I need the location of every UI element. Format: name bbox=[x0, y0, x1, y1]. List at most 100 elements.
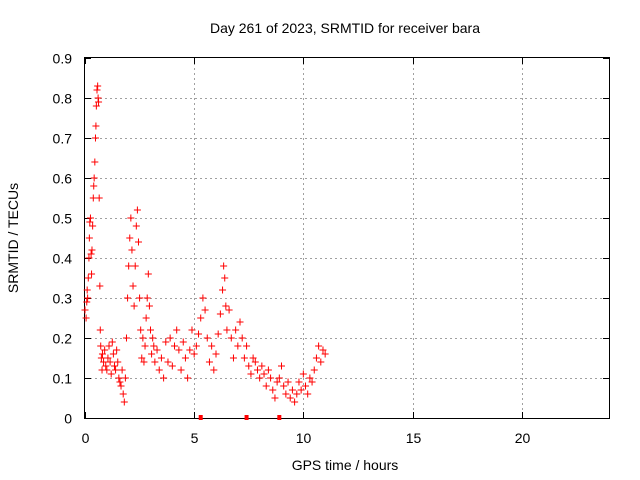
data-point bbox=[317, 358, 325, 366]
data-point bbox=[240, 354, 248, 362]
data-point bbox=[84, 274, 92, 282]
data-point bbox=[147, 326, 154, 334]
data-point bbox=[210, 366, 218, 374]
data-point bbox=[229, 354, 237, 362]
y-tick-label: 0.8 bbox=[53, 91, 73, 107]
data-point bbox=[94, 82, 102, 90]
x-tick-label: 5 bbox=[191, 430, 199, 446]
data-point bbox=[89, 222, 97, 230]
y-tick-label: 0.2 bbox=[53, 331, 73, 347]
data-point bbox=[93, 86, 101, 94]
data-point bbox=[95, 194, 103, 202]
data-point bbox=[102, 362, 110, 370]
data-point bbox=[108, 338, 116, 346]
data-point bbox=[130, 302, 138, 310]
data-point bbox=[190, 350, 198, 358]
data-point bbox=[299, 370, 307, 378]
data-point bbox=[249, 354, 257, 362]
data-point bbox=[186, 346, 194, 354]
data-point bbox=[221, 274, 229, 282]
data-point bbox=[139, 334, 147, 342]
y-axis-label: SRMTID / TECUs bbox=[5, 183, 21, 293]
data-point bbox=[319, 346, 327, 354]
data-point bbox=[220, 262, 228, 270]
y-tick-label: 0.9 bbox=[53, 51, 73, 67]
data-point bbox=[177, 366, 185, 374]
data-point bbox=[127, 214, 135, 222]
data-point bbox=[264, 366, 272, 374]
data-point bbox=[118, 366, 126, 374]
data-point bbox=[195, 330, 203, 338]
data-point bbox=[188, 326, 196, 334]
data-point bbox=[164, 358, 172, 366]
data-point bbox=[168, 362, 176, 370]
data-point bbox=[88, 246, 96, 254]
data-point bbox=[121, 374, 129, 382]
data-point bbox=[236, 318, 244, 326]
data-point bbox=[247, 370, 255, 378]
data-point bbox=[85, 234, 93, 242]
y-tick-label: 0.7 bbox=[53, 131, 73, 147]
data-point bbox=[253, 366, 261, 374]
data-point bbox=[97, 342, 105, 350]
x-tick-label: 15 bbox=[406, 430, 422, 446]
data-point bbox=[122, 334, 130, 342]
data-point bbox=[103, 366, 111, 374]
data-point bbox=[136, 294, 144, 302]
grid bbox=[85, 58, 609, 418]
data-point bbox=[84, 294, 92, 302]
data-point bbox=[150, 342, 158, 350]
data-point bbox=[82, 314, 90, 322]
plot-frame bbox=[84, 57, 610, 419]
data-point bbox=[104, 354, 112, 362]
data-point bbox=[151, 358, 159, 366]
data-point bbox=[145, 302, 153, 310]
y-tick-label: 0.6 bbox=[53, 171, 73, 187]
data-point bbox=[286, 394, 294, 402]
data-point bbox=[271, 394, 279, 402]
data-point bbox=[225, 306, 233, 314]
y-tick-label: 0.3 bbox=[53, 291, 73, 307]
data-point bbox=[273, 378, 281, 386]
data-point bbox=[267, 374, 275, 382]
data-point bbox=[131, 262, 139, 270]
x-tick-label: 10 bbox=[296, 430, 312, 446]
data-point bbox=[83, 286, 91, 294]
data-point bbox=[105, 342, 113, 350]
data-point bbox=[245, 362, 253, 370]
data-point bbox=[120, 398, 128, 406]
y-tick-label: 0.5 bbox=[53, 211, 73, 227]
data-point bbox=[138, 354, 146, 362]
data-point bbox=[291, 398, 299, 406]
data-point bbox=[288, 386, 296, 394]
zero-markers bbox=[198, 415, 282, 420]
data-point bbox=[89, 194, 97, 202]
data-point bbox=[256, 374, 264, 382]
data-point bbox=[137, 326, 145, 334]
data-point bbox=[205, 358, 213, 366]
zero-marker bbox=[198, 415, 203, 420]
data-point bbox=[175, 346, 183, 354]
data-point bbox=[166, 334, 174, 342]
data-point bbox=[234, 342, 242, 350]
data-point bbox=[86, 218, 94, 226]
data-point bbox=[293, 390, 301, 398]
data-point bbox=[90, 182, 98, 190]
data-point bbox=[88, 270, 96, 278]
data-point bbox=[100, 358, 108, 366]
data-point bbox=[90, 174, 98, 182]
data-point bbox=[227, 334, 235, 342]
data-point bbox=[113, 346, 121, 354]
data-point bbox=[160, 374, 168, 382]
data-point bbox=[184, 374, 192, 382]
data-point bbox=[199, 294, 207, 302]
data-point bbox=[117, 382, 125, 390]
data-point bbox=[203, 334, 211, 342]
data-point bbox=[97, 354, 105, 362]
data-point bbox=[87, 250, 95, 258]
data-point bbox=[295, 378, 303, 386]
data-point bbox=[149, 334, 157, 342]
data-point bbox=[282, 390, 290, 398]
data-point bbox=[140, 358, 148, 366]
data-point bbox=[297, 386, 305, 394]
